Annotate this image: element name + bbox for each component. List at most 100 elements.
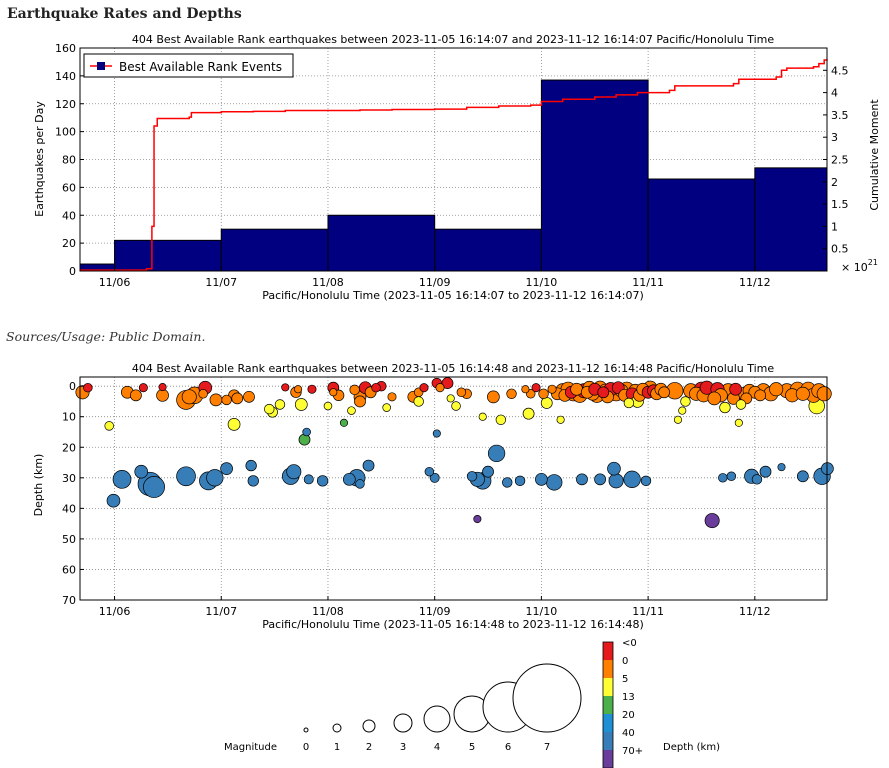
quake-point-61 — [607, 461, 621, 476]
rate-bar-6 — [647, 178, 756, 272]
quake-point-126 — [719, 401, 731, 414]
quake-point-161 — [138, 383, 148, 393]
quake-point-17 — [181, 389, 197, 405]
quake-point-70 — [220, 462, 233, 475]
quake-point-168 — [302, 427, 311, 437]
rate-chart-title: 404 Best Available Rank earthquakes betw… — [132, 33, 775, 46]
quake-point-11 — [487, 444, 506, 463]
quake-point-166 — [531, 383, 541, 393]
quake-point-32 — [704, 513, 720, 529]
quake-point-184 — [678, 406, 687, 415]
rate-xtick-label-1: 11/07 — [205, 276, 237, 289]
quake-point-164 — [419, 383, 429, 393]
magnitude-legend-title: Magnitude — [224, 742, 277, 753]
quake-point-175 — [329, 388, 338, 397]
depth-chart-grid — [80, 377, 827, 600]
colorbar-swatch-0 — [603, 642, 613, 660]
rate-bar-7 — [754, 167, 828, 272]
quake-point-129 — [264, 403, 275, 415]
magnitude-legend-circle-0 — [303, 727, 309, 733]
quake-point-122 — [247, 475, 259, 487]
rate-ytick-label-6: 120 — [55, 98, 76, 111]
rate-xtick-label-6: 11/12 — [739, 276, 771, 289]
magnitude-legend-label-0: 0 — [303, 742, 309, 753]
quake-point-73 — [342, 472, 356, 486]
quake-point-153 — [371, 382, 381, 393]
rate-y2tick-label-6: 3.5 — [831, 109, 849, 122]
quake-point-99 — [129, 389, 142, 402]
quake-point-101 — [231, 392, 244, 405]
magnitude-legend: Magnitude 0 1 2 3 4 5 6 7 — [224, 663, 582, 753]
rate-chart-y2-ticks: 0.5 1 1.5 2 2.5 3 3.5 4 4.5 — [823, 64, 849, 256]
quake-point-136 — [466, 471, 478, 482]
rate-xtick-label-5: 11/11 — [632, 276, 664, 289]
quake-point-139 — [506, 388, 517, 400]
magnitude-legend-items: 0 1 2 3 4 5 6 7 — [303, 663, 582, 753]
quake-point-138 — [502, 477, 513, 488]
rate-chart-cumulative-moment — [80, 59, 828, 271]
quake-point-167 — [547, 384, 557, 394]
quake-point-71 — [227, 417, 241, 431]
rate-bar-1 — [114, 239, 222, 272]
quake-point-81 — [570, 382, 583, 396]
quake-point-172 — [158, 383, 167, 392]
magnitude-legend-circle-4 — [423, 705, 451, 733]
depth-xtick-label-4: 11/10 — [526, 605, 558, 618]
quake-point-118 — [754, 389, 767, 402]
rate-xtick-label-2: 11/08 — [312, 276, 344, 289]
rate-xtick-label-0: 11/06 — [99, 276, 131, 289]
quake-point-12 — [623, 470, 641, 488]
rate-y2tick-label-3: 2 — [831, 176, 838, 189]
rate-chart-x-ticks: 11/06 11/07 11/08 11/09 11/10 11/11 11/12 — [99, 267, 771, 289]
depth-ytick-label-4: 40 — [62, 502, 76, 515]
quake-point-113 — [576, 473, 588, 486]
legend-square-swatch — [97, 62, 105, 70]
colorbar-label-1: 0 — [622, 656, 628, 667]
quake-point-55 — [795, 386, 810, 401]
rate-chart-y2-multiplier: × 1021 — [841, 258, 878, 274]
depth-ytick-label-3: 30 — [62, 472, 76, 485]
depth-ytick-label-5: 50 — [62, 533, 76, 546]
magnitude-legend-circle-2 — [362, 719, 376, 733]
quake-point-185 — [734, 418, 743, 427]
quake-point-163 — [387, 392, 397, 402]
quake-point-121 — [245, 459, 257, 472]
rate-ytick-label-8: 160 — [55, 42, 76, 55]
quake-point-72 — [294, 398, 308, 411]
depth-colorbar: <0 0 5 13 20 40 70+ Depth (km) — [602, 638, 720, 768]
quake-point-159 — [718, 473, 728, 483]
quake-point-53 — [769, 382, 784, 397]
quake-point-178 — [446, 394, 455, 403]
page-title: Earthquake Rates and Depths — [7, 6, 242, 22]
rate-chart-y2label: Cumulative Moment — [868, 99, 881, 211]
depth-ytick-label-6: 60 — [62, 563, 76, 576]
depth-chart-x-ticks: 11/06 11/07 11/08 11/09 11/10 11/11 11/12 — [99, 596, 771, 618]
quake-point-156 — [451, 401, 461, 411]
legend-label: Best Available Rank Events — [119, 60, 282, 74]
sources-usage-text: Sources/Usage: Public Domain. — [6, 329, 206, 344]
depth-chart: 404 Best Available Rank earthquakes betw… — [32, 362, 834, 631]
quake-point-116 — [658, 386, 671, 399]
quake-point-112 — [540, 397, 553, 409]
colorbar-label-6: 70+ — [622, 746, 643, 757]
quake-point-69 — [209, 393, 223, 407]
quake-point-142 — [623, 397, 635, 409]
rate-xtick-label-4: 11/10 — [526, 276, 558, 289]
quake-point-111 — [522, 407, 535, 420]
quake-point-18 — [286, 464, 302, 480]
quake-point-124 — [316, 475, 329, 487]
quake-point-120 — [796, 470, 809, 483]
quake-point-144 — [680, 396, 691, 407]
depth-chart-title: 404 Best Available Rank earthquakes betw… — [132, 362, 775, 375]
rate-ytick-label-1: 20 — [62, 237, 76, 250]
quake-point-110 — [482, 465, 494, 478]
depth-chart-xlabel: Pacific/Honolulu Time (2023-11-05 16:14:… — [262, 618, 644, 631]
quake-point-102 — [243, 390, 255, 403]
rate-ytick-label-4: 80 — [62, 154, 76, 167]
rate-y2tick-label-1: 1 — [831, 220, 838, 233]
quake-point-7 — [206, 469, 224, 487]
quake-point-179 — [473, 514, 482, 524]
colorbar-label-0: <0 — [622, 638, 637, 649]
cumulative-moment-line — [80, 59, 828, 271]
colorbar-swatch-2 — [603, 678, 613, 696]
